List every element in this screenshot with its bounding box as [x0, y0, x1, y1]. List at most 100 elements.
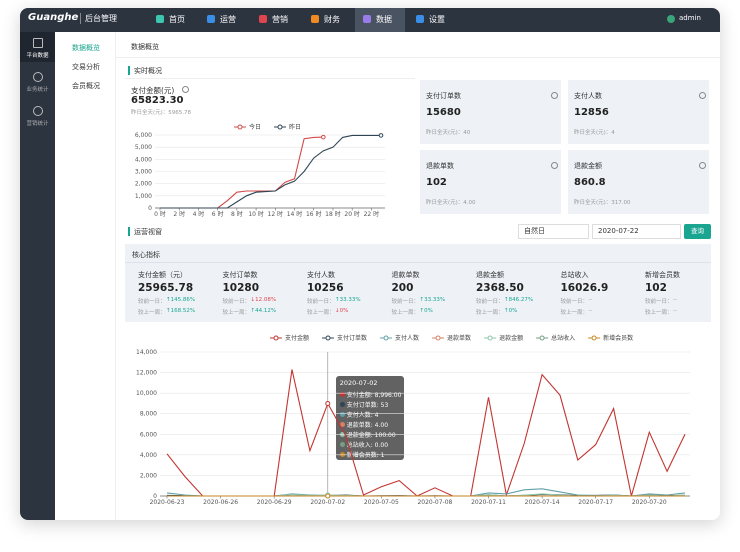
- kpi-label: 新增会员数: [645, 271, 680, 279]
- nav-icon: [207, 15, 215, 23]
- kpi-value: 25965.78: [138, 282, 194, 294]
- kpi-prev-label: 较前一日：: [222, 299, 251, 305]
- tooltip-item: 支付订单数: 53: [346, 402, 389, 409]
- stat-value: 15680: [426, 107, 461, 118]
- kpi-week: ↑0%: [504, 308, 518, 314]
- sub-item[interactable]: 交易分析: [72, 63, 100, 71]
- kpi-label: 退款单数: [391, 271, 420, 279]
- tooltip-dot: [339, 412, 345, 417]
- breadcrumb: 数据概览: [131, 43, 159, 51]
- nav-icon: [156, 15, 164, 23]
- kpi-week: ↑44.12%: [250, 308, 277, 314]
- stat-sub: 昨日全天(元)：4.00: [426, 200, 476, 206]
- sub-item[interactable]: 数据概览: [72, 44, 100, 52]
- kpi-prev-label: 较前一日：: [391, 299, 420, 305]
- kpi-prev: ↑33.33%: [335, 297, 361, 303]
- rt-label: 支付金额(元): [131, 86, 175, 95]
- stat-card: [420, 80, 561, 144]
- stat-card: [568, 80, 709, 144]
- kpi-week: ↑0%: [419, 308, 433, 314]
- side-icon: [33, 106, 43, 116]
- kpi-prev-label: 较前一日：: [476, 299, 504, 305]
- stat-value: 102: [426, 177, 447, 188]
- kpi-prev: ↑145.86%: [166, 297, 196, 303]
- section-bar: [128, 66, 130, 75]
- nav-item[interactable]: 营销: [272, 15, 288, 24]
- tooltip-dot: [339, 432, 345, 437]
- tooltip-dot: [339, 452, 345, 457]
- nav-item[interactable]: 财务: [324, 15, 340, 24]
- user-name[interactable]: admin: [679, 14, 701, 22]
- kpi-value: 16026.9: [560, 282, 609, 294]
- section-title: 实时概况: [134, 67, 162, 75]
- kpi-prev-label: 较前一日：: [138, 299, 166, 305]
- kpi-prev: ↑846.27%: [504, 297, 534, 303]
- tooltip-dot: [339, 402, 345, 407]
- side-item[interactable]: 营销统计: [26, 121, 49, 127]
- info-icon: [699, 162, 706, 169]
- tooltip-title: 2020-07-02: [339, 379, 378, 387]
- tooltip-item: 总站收入: 0.00: [346, 442, 389, 449]
- tooltip-item: 新增会员数: 1: [346, 452, 385, 459]
- nav-icon: [259, 15, 267, 23]
- stat-label: 退款单数: [426, 162, 454, 170]
- side-icon: [33, 38, 43, 48]
- tooltip-dot: [339, 422, 345, 427]
- info-icon: [182, 86, 189, 93]
- kpi-prev: ↑33.33%: [419, 297, 446, 303]
- stat-sub: 昨日全天(元)：40: [426, 130, 471, 136]
- side-item[interactable]: 平台数据: [26, 53, 49, 59]
- kpi-prev: --: [588, 297, 593, 303]
- kpi-value: 102: [645, 282, 667, 294]
- date-box[interactable]: 2020-07-22: [592, 224, 681, 239]
- kpi-value: 10280: [222, 282, 260, 294]
- nav-item[interactable]: 运营: [220, 15, 236, 24]
- kpi-week-label: 较上一周：: [645, 310, 673, 316]
- stat-value: 12856: [574, 107, 609, 118]
- nav-icon: [363, 15, 371, 23]
- tooltip-item: 支付金额: 8,996.00: [346, 392, 402, 399]
- kpi-value: 2368.50: [476, 282, 524, 294]
- kpi-week-label: 较上一周：: [560, 310, 589, 316]
- info-icon: [699, 92, 706, 99]
- stat-card: [420, 150, 561, 214]
- side-item[interactable]: 业务统计: [26, 87, 49, 93]
- select-box[interactable]: 自然日: [518, 224, 589, 239]
- nav-icon: [416, 15, 424, 23]
- kpi-week-label: 较上一周：: [138, 310, 166, 316]
- kpi-value: 10256: [307, 282, 344, 294]
- section-bar: [128, 227, 130, 236]
- kpi-week-label: 较上一周：: [222, 310, 251, 316]
- sub-item[interactable]: 会员概况: [72, 82, 100, 90]
- tooltip-item: 支付人数: 4: [346, 412, 379, 419]
- query-button[interactable]: 查询: [684, 224, 711, 239]
- kpi-label: 退款金额: [476, 271, 504, 279]
- rt-value: 65823.30: [131, 95, 184, 106]
- kpi-week: --: [588, 308, 593, 314]
- kpi-week-label: 较上一周：: [307, 310, 335, 316]
- breadcrumb-bar: [116, 32, 720, 58]
- rt-sub: 昨日全天(元)：5965.78: [131, 110, 192, 116]
- core-box: [125, 244, 711, 322]
- nav-item[interactable]: 设置: [429, 15, 445, 24]
- kpi-week-label: 较上一周：: [391, 310, 420, 316]
- info-icon: [551, 92, 558, 99]
- logo-sub: 后台管理: [80, 13, 117, 24]
- stat-label: 支付人数: [574, 92, 602, 100]
- info-icon: [551, 162, 558, 169]
- kpi-label: 总站收入: [560, 271, 589, 279]
- kpi-week: ↓0%: [335, 308, 349, 314]
- stat-value: 860.8: [574, 177, 606, 188]
- side-icon: [33, 72, 43, 82]
- nav-item[interactable]: 数据: [376, 15, 392, 24]
- stat-sub: 昨日全天(元)：317.00: [574, 200, 631, 206]
- kpi-prev: --: [673, 297, 677, 303]
- kpi-prev-label: 较前一日：: [307, 299, 335, 305]
- kpi-prev-label: 较前一日：: [560, 299, 589, 305]
- kpi-week: --: [673, 308, 677, 314]
- kpi-prev: ↓12.08%: [250, 297, 277, 303]
- stat-card: [568, 150, 709, 214]
- avatar: [667, 15, 675, 23]
- nav-item[interactable]: 首页: [169, 15, 185, 24]
